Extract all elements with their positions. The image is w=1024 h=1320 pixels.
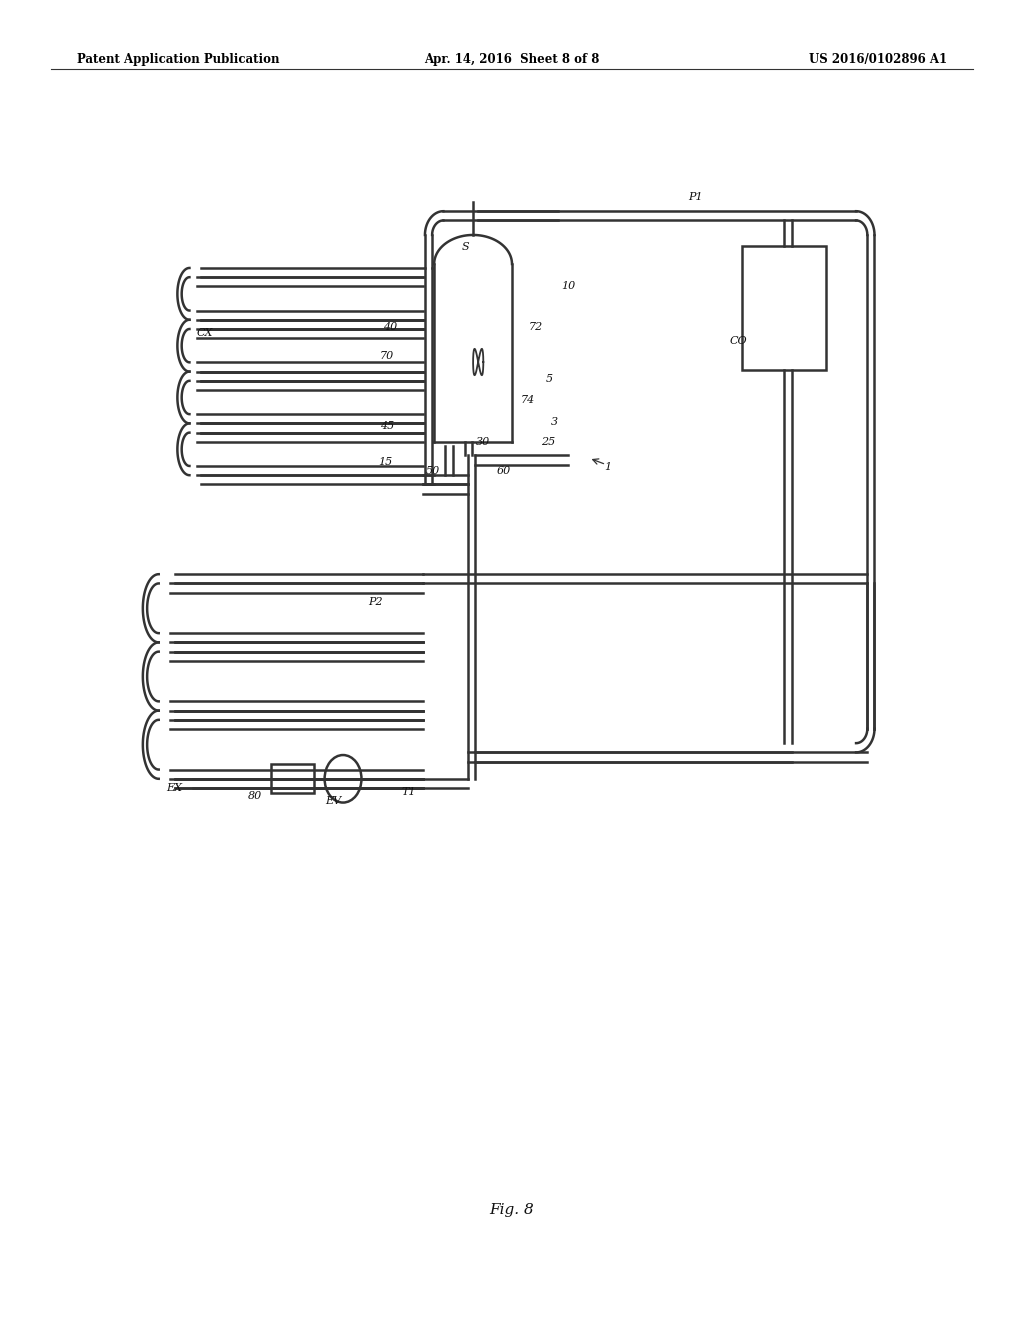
Text: 15: 15	[378, 457, 392, 467]
Text: Patent Application Publication: Patent Application Publication	[77, 53, 280, 66]
Text: 40: 40	[383, 322, 397, 333]
Text: P2: P2	[369, 597, 383, 607]
Text: CX: CX	[197, 327, 213, 338]
Bar	[742, 246, 826, 370]
Text: P1: P1	[688, 191, 702, 202]
Text: EX: EX	[166, 783, 182, 793]
Text: T1: T1	[401, 787, 416, 797]
Bar	[271, 764, 314, 793]
Text: 60: 60	[497, 466, 511, 477]
Text: EV: EV	[325, 796, 341, 807]
Text: 80: 80	[248, 791, 262, 801]
Text: CO: CO	[729, 335, 746, 346]
Text: US 2016/0102896 A1: US 2016/0102896 A1	[809, 53, 947, 66]
Text: 3: 3	[551, 417, 558, 428]
Text: 25: 25	[541, 437, 555, 447]
Text: Fig. 8: Fig. 8	[489, 1204, 535, 1217]
Text: Apr. 14, 2016  Sheet 8 of 8: Apr. 14, 2016 Sheet 8 of 8	[424, 53, 600, 66]
Text: 30: 30	[476, 437, 490, 447]
Text: 74: 74	[520, 395, 535, 405]
Text: 5: 5	[546, 374, 553, 384]
Text: 70: 70	[380, 351, 394, 362]
Text: 45: 45	[380, 421, 394, 432]
Text: 50: 50	[426, 466, 440, 477]
Text: 1: 1	[604, 462, 611, 473]
Text: 10: 10	[561, 281, 575, 292]
Text: S: S	[462, 242, 470, 252]
Text: 72: 72	[528, 322, 543, 333]
